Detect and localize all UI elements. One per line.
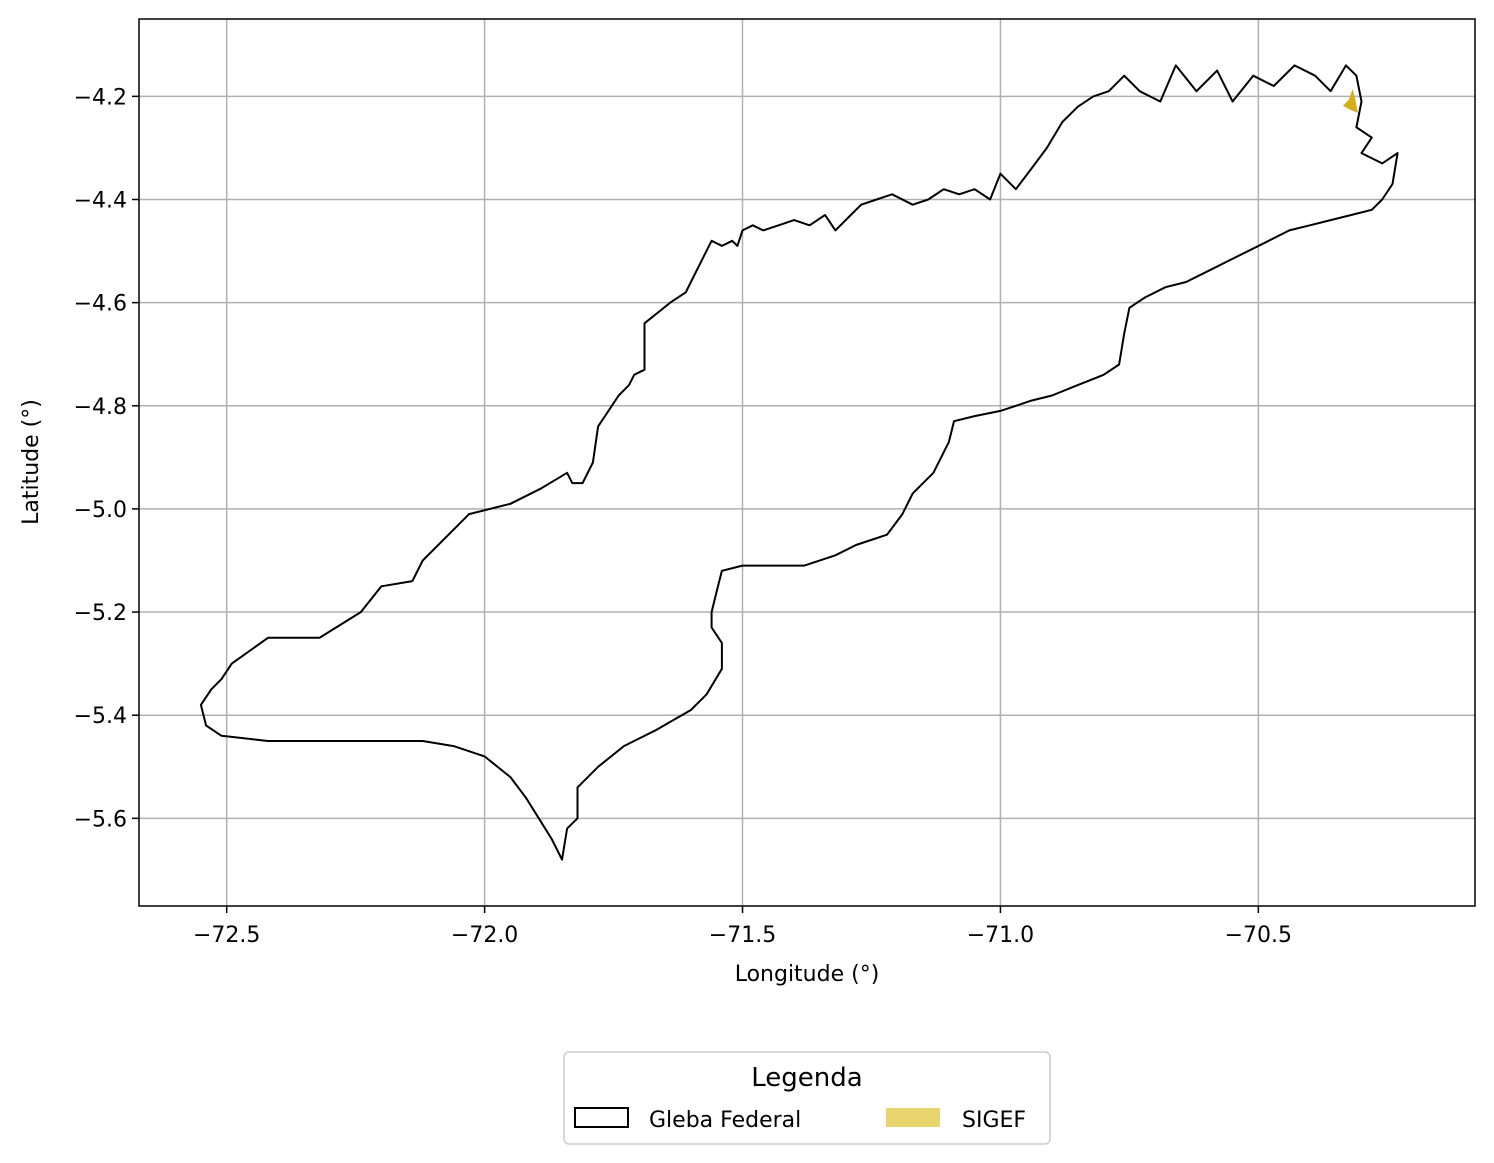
- x-tick-label-3: −71.0: [967, 923, 1034, 948]
- y-tick-label-0: −4.2: [74, 85, 127, 110]
- y-tick-label-4: −5.0: [74, 498, 127, 523]
- x-tick-label-2: −71.5: [709, 923, 776, 948]
- legend: Legenda Gleba Federal SIGEF: [563, 1051, 1051, 1145]
- layer-gleba-federal: [199, 64, 1399, 861]
- y-axis-label: Latitude (°): [19, 399, 44, 525]
- x-tick-label-0: −72.5: [193, 923, 260, 948]
- legend-swatch-sigef: [886, 1108, 940, 1127]
- y-tick-label-6: −5.4: [74, 704, 127, 729]
- legend-swatch-gleba-federal: [574, 1107, 629, 1128]
- legend-label-sigef: SIGEF: [962, 1108, 1026, 1133]
- x-tick-label-4: −70.5: [1225, 923, 1292, 948]
- y-tick-label-2: −4.6: [74, 292, 127, 317]
- map-layers: [199, 64, 1399, 861]
- x-axis-label: Longitude (°): [735, 962, 880, 987]
- y-tick-label-3: −4.8: [74, 395, 127, 420]
- x-tick-label-1: −72.0: [451, 923, 518, 948]
- y-axis-ticks: −4.2 −4.4 −4.6 −4.8 −5.0 −5.2 −5.4 −5.6: [74, 85, 139, 832]
- legend-title: Legenda: [751, 1063, 862, 1093]
- legend-label-gleba-federal: Gleba Federal: [649, 1108, 801, 1133]
- y-tick-label-7: −5.6: [74, 807, 127, 832]
- y-tick-label-1: −4.4: [74, 188, 127, 213]
- y-tick-label-5: −5.2: [74, 601, 127, 626]
- axes-frame: [138, 18, 1476, 907]
- layer-sigef: [1342, 89, 1358, 113]
- x-axis-ticks: −72.5 −72.0 −71.5 −71.0 −70.5: [193, 906, 1292, 948]
